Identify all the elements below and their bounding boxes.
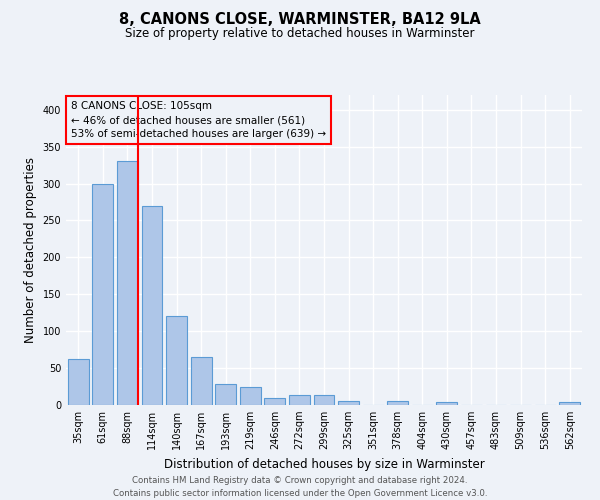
Bar bbox=[142, 206, 163, 405]
Bar bbox=[166, 316, 187, 405]
Text: 8 CANONS CLOSE: 105sqm
← 46% of detached houses are smaller (561)
53% of semi-de: 8 CANONS CLOSE: 105sqm ← 46% of detached… bbox=[71, 101, 326, 139]
Bar bbox=[215, 384, 236, 405]
Bar bbox=[240, 386, 261, 405]
Bar bbox=[265, 398, 286, 405]
Bar bbox=[289, 396, 310, 405]
Bar bbox=[92, 184, 113, 405]
Text: Size of property relative to detached houses in Warminster: Size of property relative to detached ho… bbox=[125, 28, 475, 40]
Bar bbox=[436, 402, 457, 405]
Bar bbox=[117, 162, 138, 405]
Text: 8, CANONS CLOSE, WARMINSTER, BA12 9LA: 8, CANONS CLOSE, WARMINSTER, BA12 9LA bbox=[119, 12, 481, 28]
Y-axis label: Number of detached properties: Number of detached properties bbox=[24, 157, 37, 343]
Bar bbox=[559, 402, 580, 405]
X-axis label: Distribution of detached houses by size in Warminster: Distribution of detached houses by size … bbox=[164, 458, 484, 470]
Bar bbox=[314, 396, 334, 405]
Bar bbox=[68, 358, 89, 405]
Text: Contains HM Land Registry data © Crown copyright and database right 2024.
Contai: Contains HM Land Registry data © Crown c… bbox=[113, 476, 487, 498]
Bar bbox=[338, 402, 359, 405]
Bar bbox=[387, 402, 408, 405]
Bar bbox=[191, 357, 212, 405]
